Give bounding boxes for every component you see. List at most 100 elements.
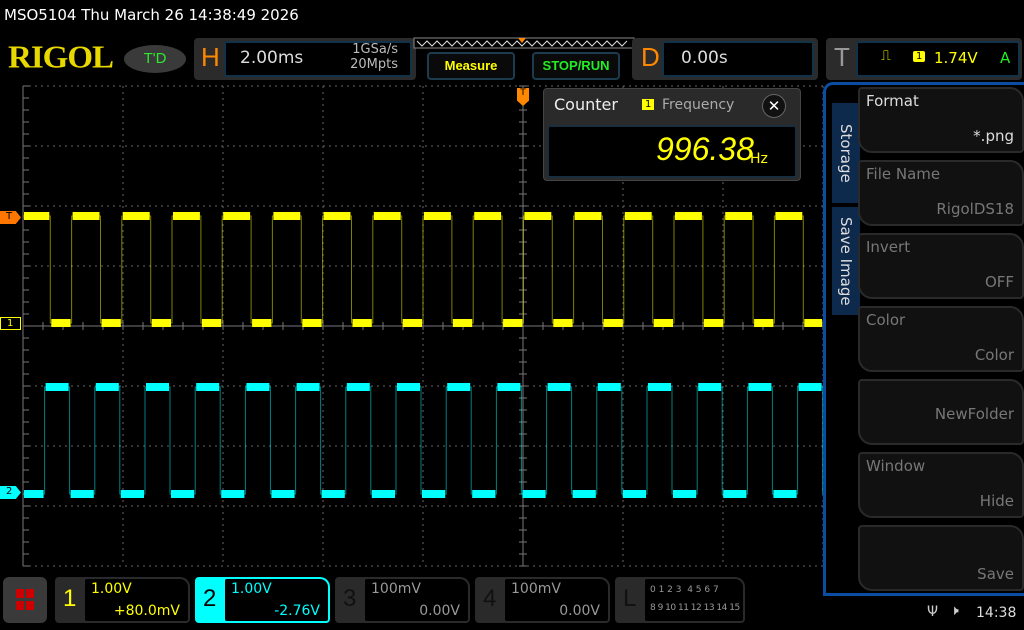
trigger-status: T'D bbox=[124, 45, 186, 73]
ch2-trace-segment bbox=[798, 383, 822, 391]
ch1-trace-segment bbox=[273, 212, 301, 220]
storage-menu: Storage Save Image Format *.png File Name… bbox=[823, 82, 1024, 596]
ch2-trace-segment bbox=[24, 490, 44, 498]
ch1-trace-segment bbox=[223, 212, 251, 220]
ch1-trace-segment bbox=[624, 212, 652, 220]
ch2-trace-segment bbox=[723, 490, 747, 498]
ch1-trace-segment bbox=[323, 212, 351, 220]
ch2-trace-segment bbox=[472, 490, 496, 498]
ch2-trace-segment bbox=[271, 490, 295, 498]
ch2-trace-segment bbox=[45, 383, 69, 391]
trigger-panel[interactable]: T ⎍ 1 1.74V A bbox=[826, 38, 1022, 80]
trigger-level-marker[interactable]: T bbox=[0, 211, 21, 224]
horizontal-trigger-marker[interactable]: T bbox=[517, 88, 529, 106]
value: RigolDS18 bbox=[936, 200, 1014, 218]
rigol-logo: RIGOL bbox=[8, 40, 114, 76]
ch1-trace-segment bbox=[72, 212, 100, 220]
trigger-letter: T bbox=[834, 42, 850, 72]
ch1-trace-segment bbox=[503, 319, 523, 327]
speaker-muted-icon[interactable]: 🕨 bbox=[950, 603, 959, 619]
sample-rate: 1GSa/s bbox=[352, 42, 398, 57]
label: Color bbox=[866, 311, 906, 329]
channel-offset: +80.0mV bbox=[113, 603, 180, 619]
ch2-trace-segment bbox=[773, 490, 797, 498]
ch2-trace-segment bbox=[120, 490, 144, 498]
ch2-trace-segment bbox=[246, 383, 270, 391]
ch1-trace-segment bbox=[151, 319, 171, 327]
ch1-trace-segment bbox=[675, 212, 702, 220]
menu-item-new-folder[interactable]: NewFolder bbox=[858, 379, 1024, 445]
usb-icon: Ψ bbox=[927, 604, 939, 620]
label: Invert bbox=[866, 238, 911, 256]
trigger-mode: A bbox=[1000, 49, 1011, 67]
ch2-trace-segment bbox=[221, 490, 245, 498]
ch2-trace-segment bbox=[622, 490, 646, 498]
value: Color bbox=[974, 346, 1014, 364]
tab-storage[interactable]: Storage bbox=[832, 103, 860, 203]
tab-save-image[interactable]: Save Image bbox=[832, 207, 860, 315]
menu-item-format[interactable]: Format *.png bbox=[858, 87, 1024, 153]
ch2-trace-segment bbox=[547, 383, 571, 391]
value: Save bbox=[977, 565, 1014, 583]
trigger-channel-badge: 1 bbox=[913, 51, 926, 62]
channel-3-panel[interactable]: 3 100mV 0.00V bbox=[335, 577, 470, 623]
counter-title: Counter bbox=[554, 95, 618, 114]
channel-scale: 100mV bbox=[511, 581, 561, 597]
ch2-trace-segment bbox=[497, 383, 521, 391]
channel-scale: 1.00V bbox=[91, 581, 132, 597]
ch2-trace-segment bbox=[698, 383, 722, 391]
ch2-offset-marker[interactable]: 2 bbox=[0, 486, 21, 499]
ch1-trace-segment bbox=[804, 319, 822, 327]
channel-1-panel[interactable]: 1 1.00V +80.0mV bbox=[55, 577, 190, 623]
ch2-trace-segment bbox=[296, 383, 320, 391]
ch1-trace-segment bbox=[725, 212, 753, 220]
ch1-trace-segment bbox=[252, 319, 272, 327]
ch2-trace-segment bbox=[321, 490, 345, 498]
measure-button[interactable]: Measure bbox=[427, 52, 515, 80]
channel-offset: -2.76V bbox=[274, 603, 320, 619]
ch1-trace-segment bbox=[24, 212, 50, 220]
channel-offset: 0.00V bbox=[419, 603, 460, 619]
ch2-trace-segment bbox=[648, 383, 671, 391]
ch1-offset-marker[interactable]: 1 bbox=[0, 317, 21, 330]
ch1-trace-edges bbox=[23, 215, 823, 324]
channel-number: 4 bbox=[483, 585, 497, 612]
menu-item-invert[interactable]: Invert OFF bbox=[858, 233, 1024, 299]
ch2-trace-segment bbox=[95, 383, 119, 391]
ch2-trace-segment bbox=[597, 383, 621, 391]
menu-item-color[interactable]: Color Color bbox=[858, 306, 1024, 372]
menu-item-save[interactable]: Save bbox=[858, 525, 1024, 591]
waveform-display[interactable] bbox=[0, 82, 1024, 572]
channel-number: 1 bbox=[63, 585, 77, 612]
ch2-trace-segment bbox=[70, 490, 94, 498]
ch1-trace-segment bbox=[173, 212, 200, 220]
stop-run-button[interactable]: STOP/RUN bbox=[532, 52, 620, 80]
horizontal-letter: H bbox=[201, 42, 220, 72]
ch1-trace-segment bbox=[474, 212, 502, 220]
ch2-trace-segment bbox=[572, 490, 596, 498]
ch2-trace-segment bbox=[196, 383, 220, 391]
menu-item-window[interactable]: Window Hide bbox=[858, 452, 1024, 518]
counter-channel-badge: 1 bbox=[642, 99, 655, 110]
memory-depth: 20Mpts bbox=[350, 57, 398, 72]
label: Window bbox=[866, 457, 926, 475]
logic-channels-row1: 0 1 2 3 4 5 6 7 bbox=[650, 585, 719, 595]
channel-4-panel[interactable]: 4 100mV 0.00V bbox=[475, 577, 610, 623]
waveform-overview-bar[interactable] bbox=[413, 37, 635, 49]
ch2-trace-segment bbox=[447, 383, 471, 391]
channel-2-panel[interactable]: 2 1.00V -2.76V bbox=[195, 577, 330, 623]
delay-panel[interactable]: D 0.00s bbox=[632, 38, 818, 80]
ch1-trace-segment bbox=[524, 212, 552, 220]
close-icon[interactable]: ✕ bbox=[762, 94, 786, 118]
counter-window: Counter 1 Frequency ✕ 996.38 Hz bbox=[543, 88, 801, 181]
horizontal-panel[interactable]: H 2.00ms 1GSa/s 20Mpts bbox=[194, 38, 416, 80]
trigger-position-marker bbox=[518, 38, 526, 43]
logic-panel[interactable]: L 0 1 2 3 4 5 6 7 8 9 10 11 12 13 14 15 bbox=[615, 577, 745, 623]
ch1-trace-segment bbox=[373, 212, 401, 220]
ch2-trace-segment bbox=[522, 490, 546, 498]
channel-number: 2 bbox=[203, 585, 217, 612]
navigation-button[interactable] bbox=[3, 577, 47, 623]
ch2-trace-segment bbox=[371, 490, 395, 498]
menu-item-file-name[interactable]: File Name RigolDS18 bbox=[858, 160, 1024, 226]
ch1-trace-segment bbox=[51, 319, 71, 327]
